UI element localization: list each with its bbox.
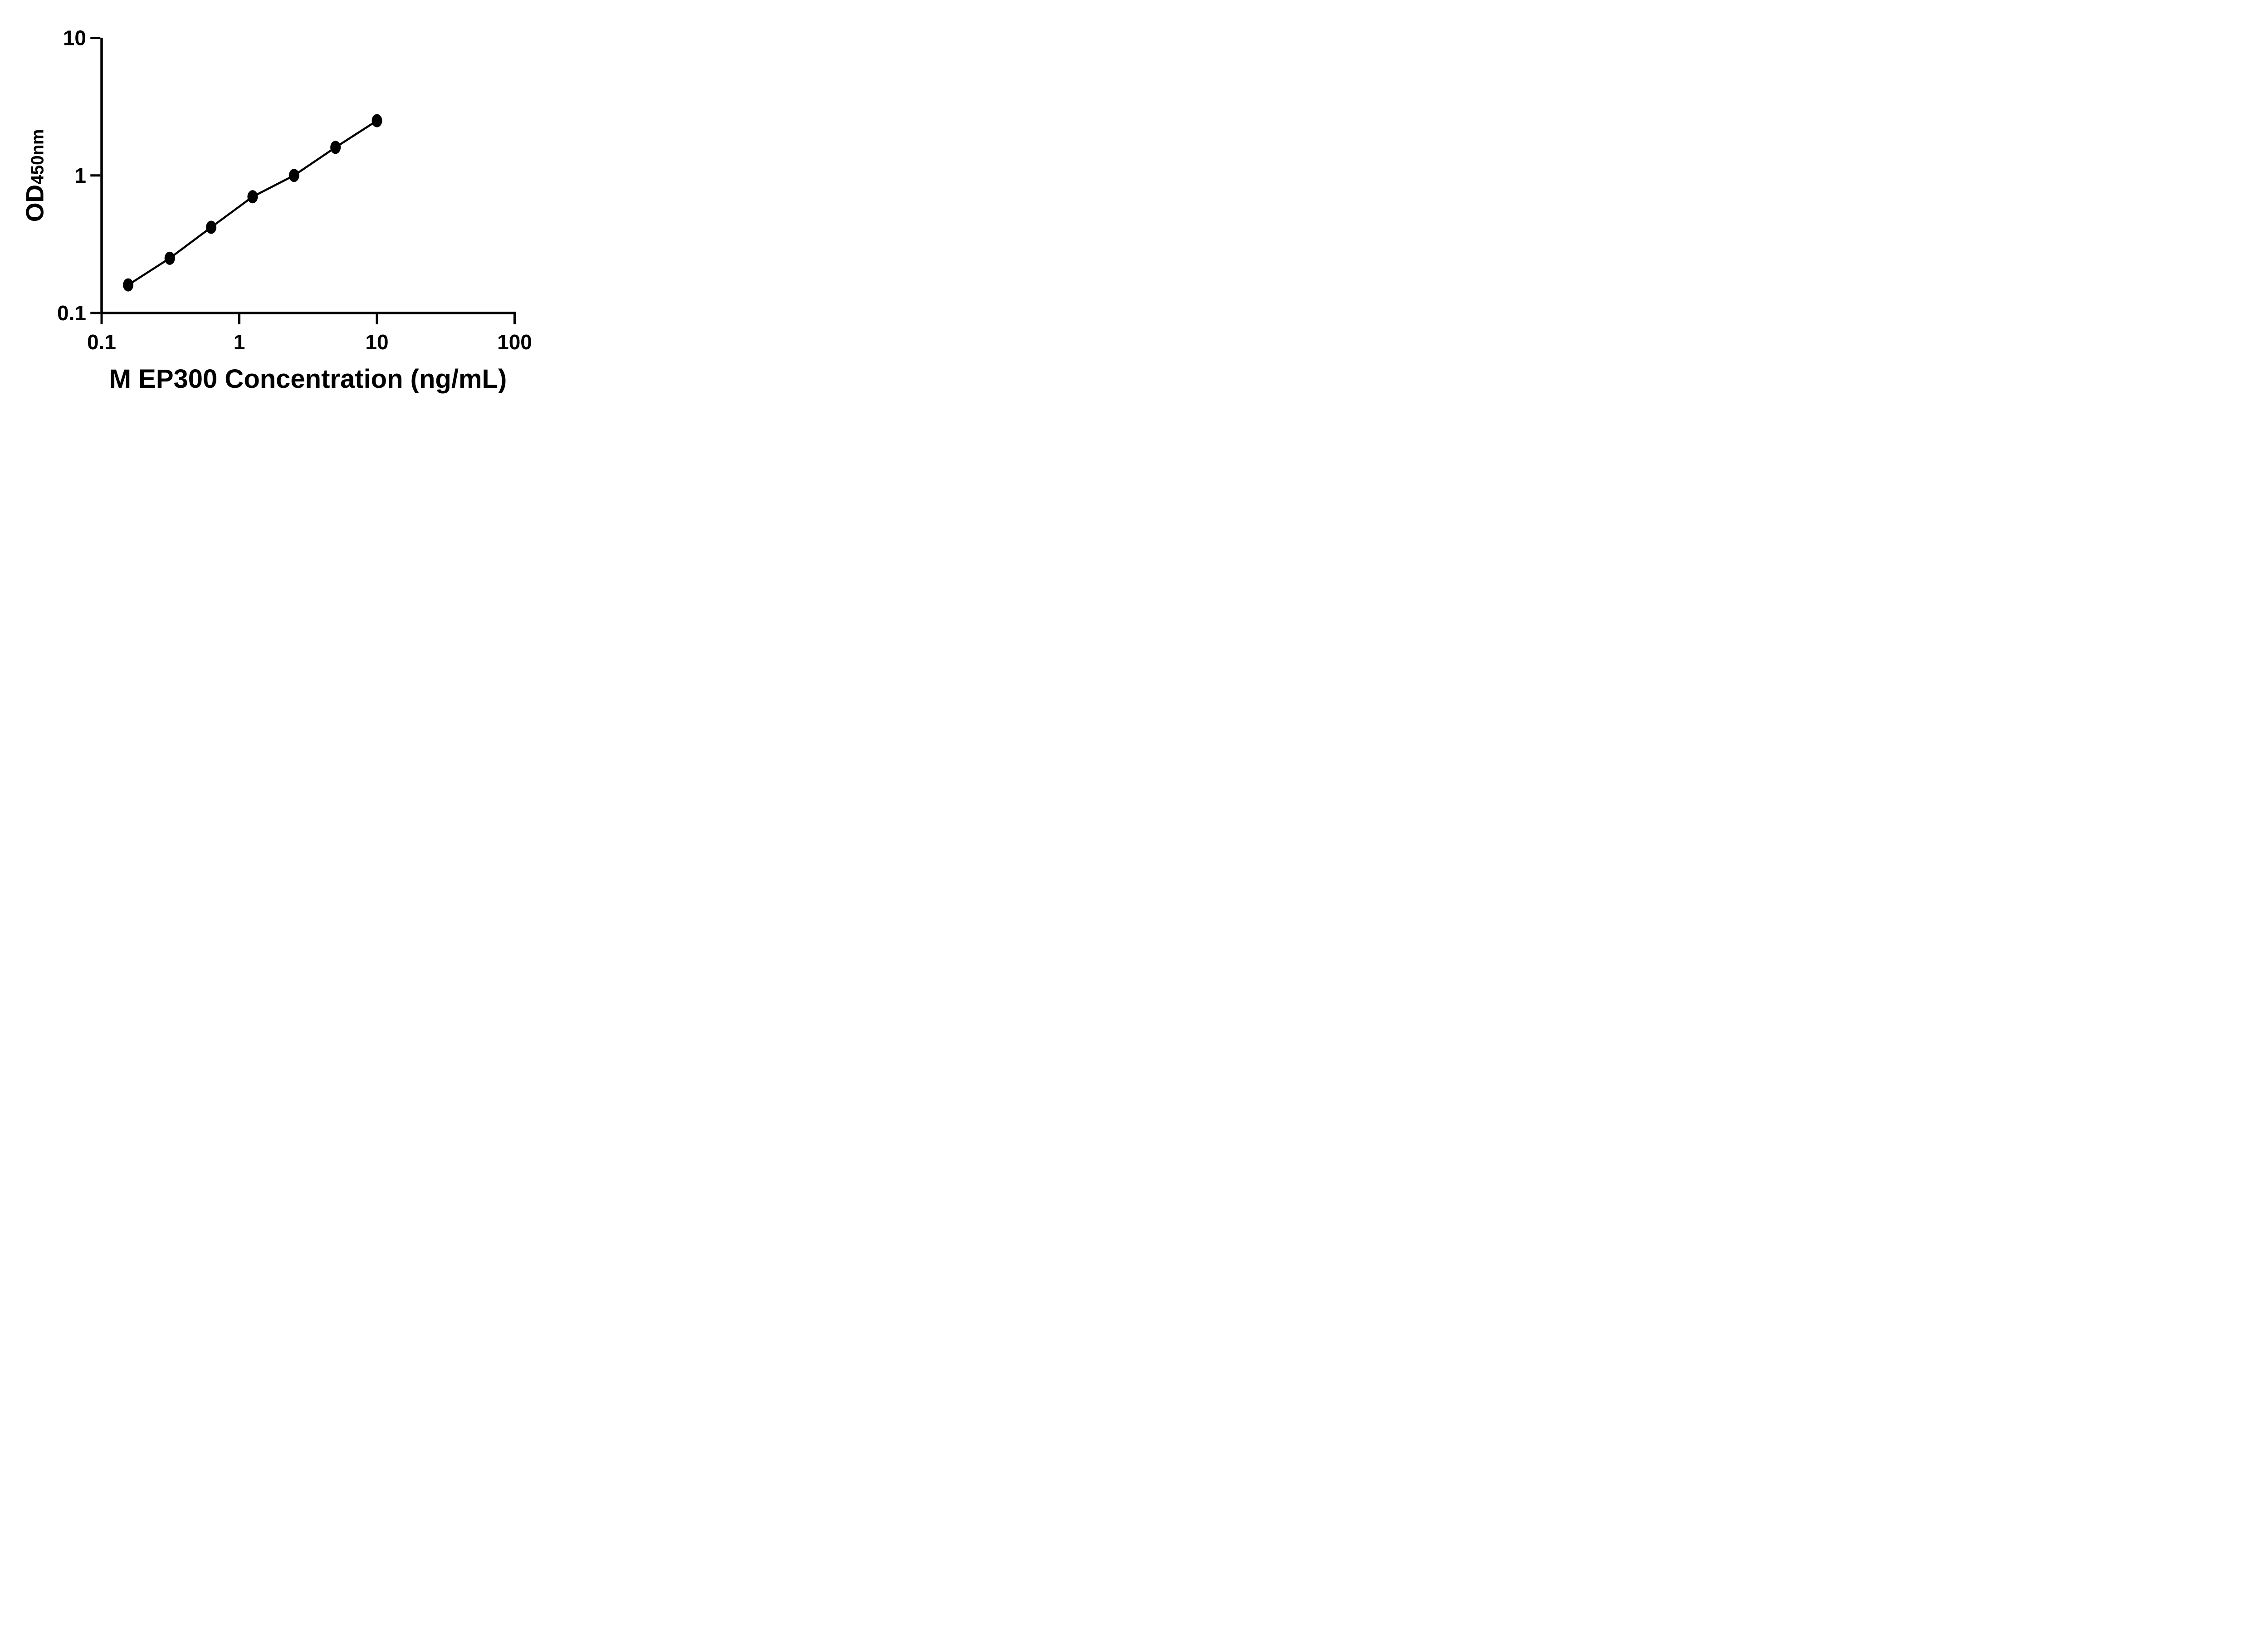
- x-tick-label: 0.1: [87, 330, 116, 354]
- x-tick-label: 100: [497, 330, 532, 354]
- chart-plot-area: 0.1 1 10 0.1 1 10 100: [57, 26, 532, 354]
- y-tick-label: 0.1: [57, 301, 86, 325]
- y-tick-label: 10: [63, 26, 86, 50]
- x-tick-label: 10: [365, 330, 388, 354]
- data-point: [164, 251, 175, 265]
- data-point: [371, 114, 382, 127]
- y-tick-label: 1: [74, 164, 86, 187]
- x-tick-label: 1: [234, 330, 245, 354]
- data-point: [330, 141, 341, 154]
- y-axis-title: OD450nm: [20, 129, 49, 222]
- data-point: [247, 190, 258, 204]
- y-axis-title-main: OD: [20, 184, 49, 222]
- data-point: [123, 278, 134, 292]
- elisa-standard-curve-figure: 0.1 1 10 0.1 1 10 100 M EP300 Concentration (n…: [0, 0, 572, 408]
- data-point: [288, 169, 299, 182]
- x-axis-title: M EP300 Concentration (ng/mL): [109, 364, 507, 394]
- data-point: [206, 220, 217, 234]
- y-axis-title-subscript: 450nm: [28, 129, 48, 185]
